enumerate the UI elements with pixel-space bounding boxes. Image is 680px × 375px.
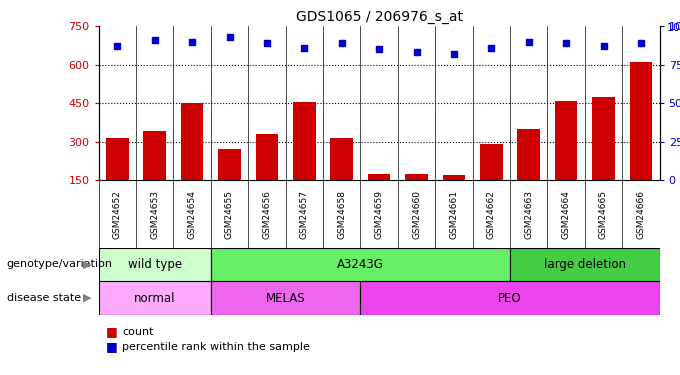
- Title: GDS1065 / 206976_s_at: GDS1065 / 206976_s_at: [296, 10, 462, 24]
- Text: ▶: ▶: [83, 260, 92, 269]
- Text: GSM24660: GSM24660: [412, 190, 421, 239]
- Bar: [360, 281, 660, 315]
- Text: GSM24654: GSM24654: [188, 190, 197, 239]
- Bar: [517, 129, 540, 218]
- Text: count: count: [122, 327, 154, 337]
- Text: GSM24655: GSM24655: [225, 190, 234, 239]
- Bar: [405, 174, 428, 218]
- Text: genotype/variation: genotype/variation: [7, 260, 113, 269]
- Text: GSM24661: GSM24661: [449, 190, 458, 239]
- Text: ■: ■: [105, 340, 117, 353]
- Point: [598, 43, 609, 49]
- Text: ▶: ▶: [83, 293, 92, 303]
- Text: wild type: wild type: [128, 258, 182, 271]
- Bar: [293, 102, 316, 218]
- Bar: [99, 281, 211, 315]
- Text: 100%: 100%: [666, 24, 680, 33]
- Point: [149, 37, 160, 43]
- Point: [635, 40, 646, 46]
- Text: MELAS: MELAS: [266, 292, 305, 304]
- Point: [186, 39, 197, 45]
- Text: percentile rank within the sample: percentile rank within the sample: [122, 342, 310, 352]
- Text: ■: ■: [105, 326, 117, 338]
- Bar: [181, 103, 203, 218]
- Text: large deletion: large deletion: [544, 258, 626, 271]
- Point: [411, 50, 422, 55]
- Point: [299, 45, 310, 51]
- Bar: [99, 248, 211, 281]
- Point: [224, 34, 235, 40]
- Point: [449, 51, 460, 57]
- Text: GSM24657: GSM24657: [300, 190, 309, 239]
- Text: disease state: disease state: [7, 293, 81, 303]
- Text: GSM24656: GSM24656: [262, 190, 271, 239]
- Text: PEO: PEO: [498, 292, 522, 304]
- Text: A3243G: A3243G: [337, 258, 384, 271]
- Text: GSM24652: GSM24652: [113, 190, 122, 239]
- Text: GSM24659: GSM24659: [375, 190, 384, 239]
- Point: [486, 45, 496, 51]
- Text: normal: normal: [134, 292, 175, 304]
- Bar: [555, 100, 577, 218]
- Bar: [480, 144, 503, 218]
- Bar: [443, 176, 465, 218]
- Text: GSM24653: GSM24653: [150, 190, 159, 239]
- Bar: [630, 62, 652, 218]
- Point: [261, 40, 272, 46]
- Bar: [368, 174, 390, 218]
- Bar: [106, 138, 129, 218]
- Text: GSM24665: GSM24665: [599, 190, 608, 239]
- Bar: [510, 248, 660, 281]
- Bar: [592, 97, 615, 218]
- Bar: [143, 131, 166, 218]
- Bar: [218, 149, 241, 218]
- Bar: [211, 248, 510, 281]
- Point: [374, 46, 385, 53]
- Text: GSM24662: GSM24662: [487, 190, 496, 239]
- Bar: [256, 134, 278, 218]
- Point: [336, 40, 347, 46]
- Text: GSM24666: GSM24666: [636, 190, 645, 239]
- Bar: [330, 138, 353, 218]
- Point: [560, 40, 571, 46]
- Point: [112, 43, 122, 49]
- Text: GSM24658: GSM24658: [337, 190, 346, 239]
- Point: [523, 39, 534, 45]
- Text: GSM24664: GSM24664: [562, 190, 571, 239]
- Bar: [211, 281, 360, 315]
- Text: GSM24663: GSM24663: [524, 190, 533, 239]
